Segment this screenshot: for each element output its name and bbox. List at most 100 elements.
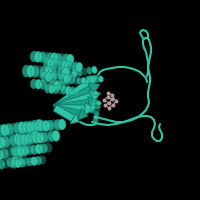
Ellipse shape: [46, 52, 54, 63]
Polygon shape: [89, 90, 101, 102]
Ellipse shape: [22, 122, 30, 133]
Ellipse shape: [0, 125, 5, 137]
Ellipse shape: [27, 65, 35, 77]
Ellipse shape: [53, 81, 61, 90]
Ellipse shape: [63, 74, 71, 84]
Polygon shape: [85, 102, 95, 115]
Ellipse shape: [30, 79, 37, 89]
Ellipse shape: [42, 52, 50, 63]
Ellipse shape: [18, 158, 26, 167]
Ellipse shape: [10, 146, 19, 157]
Ellipse shape: [65, 61, 72, 71]
Ellipse shape: [44, 66, 52, 78]
Ellipse shape: [81, 77, 86, 84]
Ellipse shape: [72, 69, 77, 77]
Ellipse shape: [11, 157, 18, 166]
Polygon shape: [54, 105, 81, 117]
Ellipse shape: [90, 109, 95, 113]
Ellipse shape: [30, 145, 38, 155]
Ellipse shape: [22, 65, 30, 77]
Ellipse shape: [13, 122, 22, 134]
Polygon shape: [86, 75, 98, 86]
Ellipse shape: [44, 131, 52, 142]
Ellipse shape: [18, 122, 27, 134]
Ellipse shape: [90, 105, 96, 110]
Ellipse shape: [35, 156, 42, 165]
Ellipse shape: [35, 66, 43, 78]
Ellipse shape: [31, 120, 40, 132]
Ellipse shape: [40, 66, 48, 78]
Polygon shape: [88, 83, 100, 95]
Ellipse shape: [1, 136, 10, 148]
Ellipse shape: [73, 87, 80, 96]
Ellipse shape: [72, 62, 79, 72]
Ellipse shape: [54, 119, 62, 130]
Ellipse shape: [95, 104, 101, 109]
Ellipse shape: [0, 137, 1, 149]
Ellipse shape: [47, 58, 54, 68]
Ellipse shape: [77, 69, 82, 76]
Ellipse shape: [45, 72, 52, 82]
Polygon shape: [53, 105, 75, 122]
Ellipse shape: [49, 80, 56, 90]
Ellipse shape: [93, 91, 98, 95]
Ellipse shape: [40, 132, 48, 143]
Ellipse shape: [32, 133, 40, 144]
Ellipse shape: [24, 134, 32, 145]
Ellipse shape: [10, 160, 17, 168]
Ellipse shape: [50, 53, 58, 64]
Ellipse shape: [0, 148, 9, 159]
Ellipse shape: [20, 134, 28, 145]
Ellipse shape: [62, 67, 70, 79]
Ellipse shape: [57, 85, 63, 94]
Ellipse shape: [0, 160, 5, 169]
Ellipse shape: [44, 80, 51, 90]
Ellipse shape: [2, 159, 9, 168]
Ellipse shape: [68, 61, 76, 71]
Ellipse shape: [58, 60, 65, 70]
Ellipse shape: [22, 121, 31, 133]
Polygon shape: [55, 105, 85, 112]
Ellipse shape: [31, 65, 39, 77]
Ellipse shape: [25, 143, 34, 154]
Ellipse shape: [53, 85, 59, 94]
Ellipse shape: [31, 131, 40, 143]
Ellipse shape: [94, 76, 99, 83]
Ellipse shape: [36, 132, 44, 143]
Ellipse shape: [85, 77, 91, 83]
Ellipse shape: [68, 74, 75, 84]
Ellipse shape: [91, 102, 96, 106]
Polygon shape: [78, 108, 88, 120]
Ellipse shape: [49, 72, 57, 82]
Ellipse shape: [95, 108, 100, 112]
Ellipse shape: [34, 121, 42, 132]
Ellipse shape: [82, 68, 87, 75]
Ellipse shape: [38, 121, 46, 132]
Ellipse shape: [58, 53, 66, 64]
Ellipse shape: [96, 101, 101, 105]
Ellipse shape: [93, 119, 98, 123]
Ellipse shape: [40, 71, 48, 81]
Ellipse shape: [50, 120, 58, 131]
Ellipse shape: [35, 79, 42, 89]
Ellipse shape: [72, 75, 80, 85]
Ellipse shape: [69, 87, 75, 95]
Ellipse shape: [75, 62, 83, 72]
Ellipse shape: [77, 78, 82, 84]
Ellipse shape: [66, 54, 74, 65]
Ellipse shape: [22, 158, 30, 167]
Ellipse shape: [5, 135, 14, 147]
Ellipse shape: [61, 60, 68, 70]
Ellipse shape: [62, 54, 70, 65]
Ellipse shape: [57, 67, 65, 79]
Polygon shape: [54, 99, 89, 111]
Polygon shape: [70, 113, 79, 124]
Ellipse shape: [39, 156, 46, 164]
Ellipse shape: [44, 143, 52, 153]
Ellipse shape: [9, 134, 18, 146]
Ellipse shape: [63, 81, 70, 91]
Ellipse shape: [7, 158, 14, 167]
Ellipse shape: [92, 98, 97, 102]
Ellipse shape: [18, 133, 27, 145]
Ellipse shape: [48, 131, 56, 142]
